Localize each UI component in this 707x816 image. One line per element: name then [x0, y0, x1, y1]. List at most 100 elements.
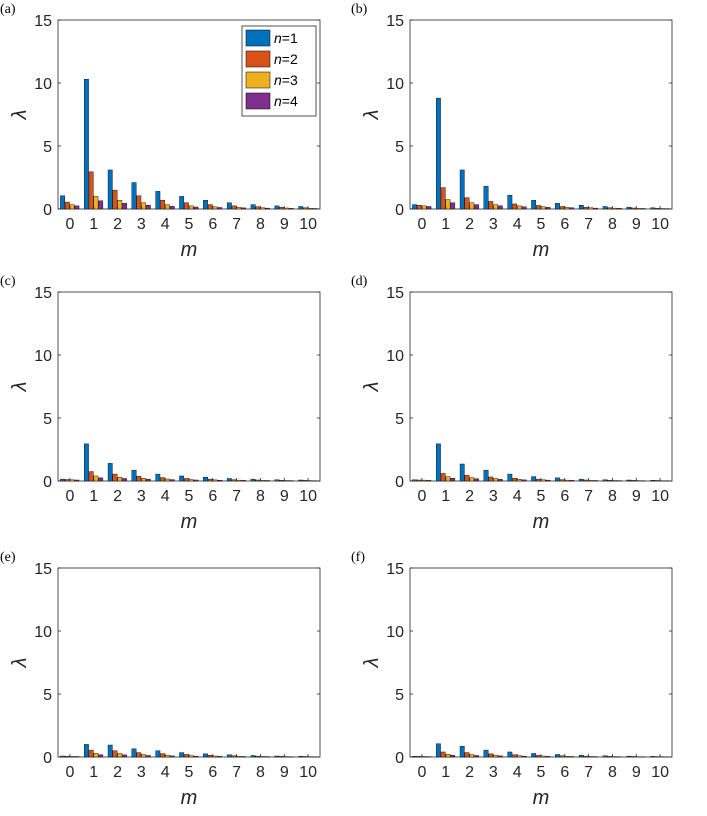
- bar-n4-m2: [474, 478, 479, 482]
- bar-n3-m0: [421, 205, 427, 210]
- bar-n1-m5: [531, 199, 537, 210]
- bar-n1-m3: [483, 749, 489, 758]
- bar-n2-m3: [488, 476, 494, 482]
- legend-swatch: [245, 29, 271, 47]
- x-tick-label: 1: [89, 216, 98, 233]
- y-tick-label: 15: [386, 561, 404, 578]
- x-tick-label: 9: [632, 216, 641, 233]
- bar-n1-m8: [250, 478, 256, 482]
- x-tick-label: 6: [208, 488, 217, 505]
- y-tick-label: 10: [34, 76, 52, 93]
- plot-area: [57, 567, 321, 758]
- panel-label: (f): [351, 550, 365, 565]
- bar-n2-m0: [64, 756, 70, 758]
- bar-n1-m7: [226, 202, 232, 210]
- bar-n4-m7: [241, 756, 246, 758]
- x-tick-label: 4: [161, 488, 170, 505]
- x-tick-label: 0: [417, 216, 426, 233]
- bar-n3-m5: [540, 479, 546, 482]
- bar-n4-m1: [450, 478, 456, 482]
- bar-n3-m3: [493, 754, 498, 758]
- bar-n3-m5: [188, 205, 194, 210]
- x-tick-label: 10: [651, 488, 669, 505]
- bar-n3-m0: [69, 756, 75, 758]
- bar-n2-m5: [184, 754, 189, 758]
- bar-n2-m9: [279, 480, 285, 482]
- bar-n3-m6: [564, 479, 570, 482]
- legend-label: n=1: [274, 30, 298, 46]
- x-tick-label: 3: [137, 216, 146, 233]
- bar-n2-m5: [536, 205, 541, 210]
- bar-n1-m5: [179, 475, 185, 482]
- bar-n4-m6: [217, 756, 223, 758]
- bar-n1-m4: [155, 750, 161, 758]
- bar-n4-m1: [98, 200, 104, 210]
- bar-n1-m4: [507, 194, 513, 210]
- bar-n4-m2: [122, 203, 127, 210]
- bar-n1-m1: [83, 79, 89, 210]
- x-tick-label: 2: [113, 764, 122, 781]
- bar-n1-m2: [459, 463, 465, 482]
- x-tick-label: 10: [651, 216, 669, 233]
- bar-n1-m6: [203, 199, 208, 210]
- bar-n1-m5: [531, 753, 537, 758]
- bar-n2-m0: [416, 205, 422, 210]
- bar-n3-m7: [588, 207, 594, 210]
- bar-n1-m5: [179, 752, 185, 758]
- panel-label: (d): [351, 274, 368, 289]
- panel-label: (c): [0, 274, 16, 289]
- bar-n1-m5: [179, 196, 185, 210]
- x-tick-label: 10: [299, 488, 317, 505]
- bar-n2-m1: [440, 473, 446, 482]
- plot-area: [57, 291, 321, 482]
- bar-n2-m0: [64, 201, 70, 210]
- bar-n4-m8: [265, 480, 270, 482]
- y-tick-label: 0: [43, 750, 52, 767]
- bar-n2-m7: [583, 755, 589, 758]
- bar-n1-m0: [60, 755, 65, 758]
- bar-n3-m7: [236, 207, 242, 210]
- bar-n1-m10: [298, 206, 304, 210]
- bar-n4-m7: [241, 207, 246, 210]
- bar-n3-m3: [493, 478, 498, 482]
- x-tick-label: 9: [280, 488, 289, 505]
- bar-n1-m1: [436, 743, 441, 758]
- x-tick-label: 4: [513, 216, 522, 233]
- y-tick-label: 0: [43, 474, 52, 491]
- bar-n3-m10: [307, 208, 313, 210]
- bar-n3-m3: [141, 754, 146, 758]
- bar-n3-m4: [164, 204, 170, 210]
- bar-n4-m6: [569, 756, 575, 758]
- x-axis-label: m: [181, 787, 198, 809]
- bar-n1-m7: [578, 755, 584, 758]
- bar-n3-m1: [93, 475, 99, 482]
- bar-n3-m7: [236, 479, 242, 482]
- bar-n3-m8: [612, 207, 618, 210]
- bar-n2-m2: [464, 197, 470, 210]
- legend-label: n=3: [274, 72, 298, 88]
- x-tick-label: 0: [417, 488, 426, 505]
- x-tick-label: 4: [161, 764, 170, 781]
- bar-n2-m2: [464, 752, 470, 758]
- bar-n4-m9: [288, 208, 294, 210]
- bar-n3-m1: [93, 753, 99, 758]
- y-tick-label: 5: [395, 139, 404, 156]
- y-axis-label: λ: [9, 658, 31, 669]
- bar-n1-m0: [412, 756, 417, 758]
- bar-n3-m6: [564, 207, 570, 210]
- legend: n=1 n=2 n=3 n=4: [241, 25, 317, 117]
- bar-n3-m1: [93, 196, 99, 210]
- x-tick-label: 9: [632, 488, 641, 505]
- y-tick-label: 10: [386, 76, 404, 93]
- bar-n3-m4: [164, 478, 170, 482]
- x-tick-label: 1: [441, 488, 450, 505]
- bar-n1-m3: [131, 470, 137, 482]
- x-tick-label: 9: [632, 764, 641, 781]
- y-axis-label: λ: [9, 382, 31, 393]
- bar-n3-m1: [445, 754, 451, 758]
- bar-n1-m9: [626, 206, 632, 210]
- y-tick-label: 10: [386, 348, 404, 365]
- y-tick-label: 15: [34, 13, 52, 30]
- bar-n2-m9: [631, 756, 637, 758]
- bar-n2-m6: [559, 479, 565, 482]
